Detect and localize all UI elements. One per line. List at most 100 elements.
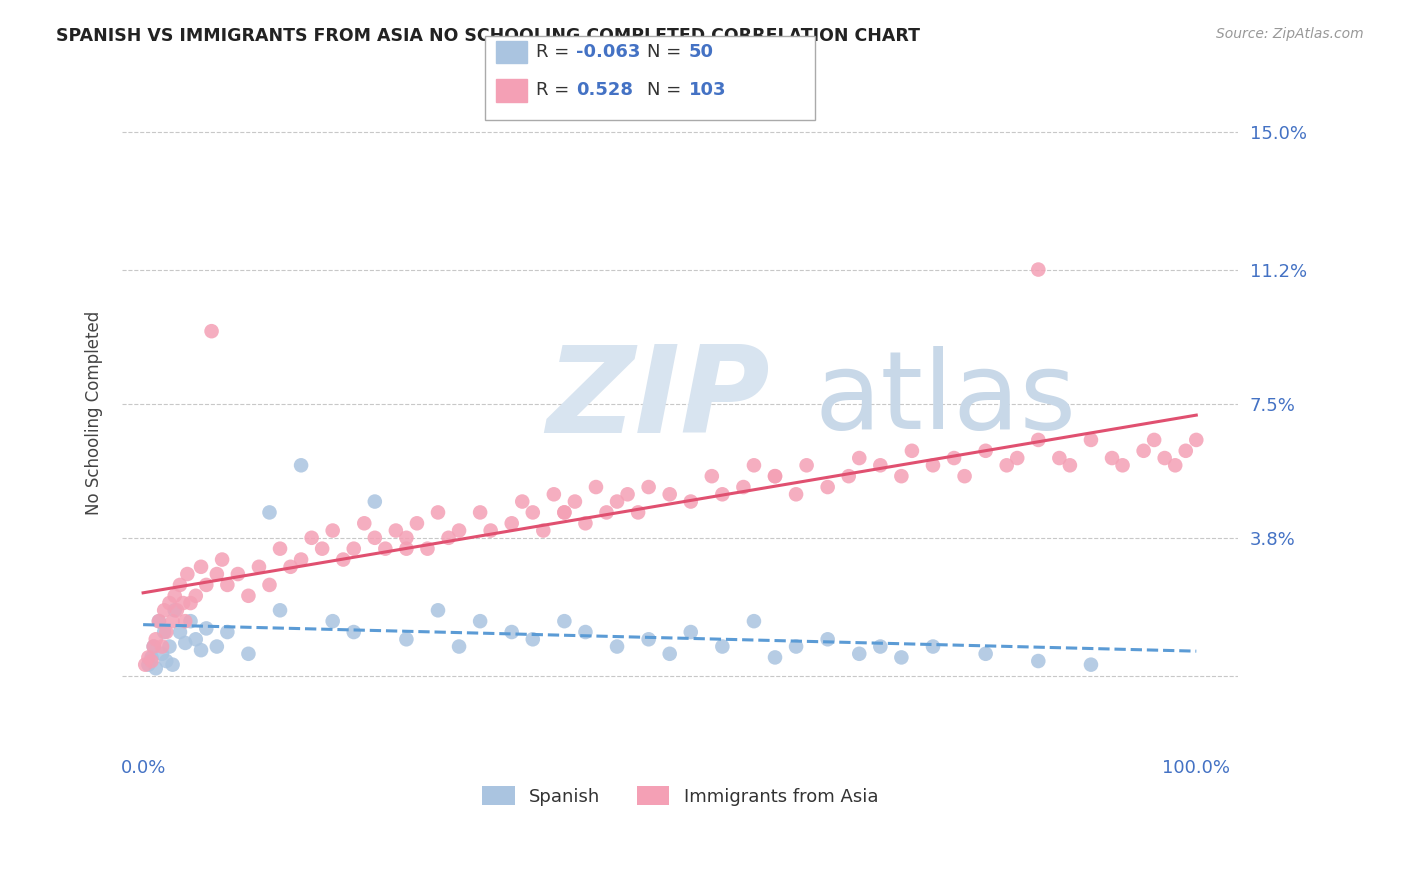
- Point: [174, 636, 197, 650]
- Point: [150, 640, 173, 654]
- Point: [869, 640, 891, 654]
- Point: [616, 487, 638, 501]
- Point: [1153, 451, 1175, 466]
- Point: [141, 654, 163, 668]
- Point: [311, 541, 333, 556]
- Point: [501, 625, 523, 640]
- Point: [838, 469, 860, 483]
- Point: [395, 531, 418, 545]
- Point: [142, 640, 165, 654]
- Point: [679, 494, 702, 508]
- Point: [195, 578, 218, 592]
- Point: [817, 632, 839, 647]
- Point: [385, 524, 408, 538]
- Point: [169, 578, 191, 592]
- Point: [259, 578, 281, 592]
- Text: SPANISH VS IMMIGRANTS FROM ASIA NO SCHOOLING COMPLETED CORRELATION CHART: SPANISH VS IMMIGRANTS FROM ASIA NO SCHOO…: [56, 27, 921, 45]
- Point: [890, 650, 912, 665]
- Point: [217, 625, 239, 640]
- Point: [145, 661, 167, 675]
- Point: [247, 559, 270, 574]
- Point: [953, 469, 976, 483]
- Point: [134, 657, 156, 672]
- Point: [195, 622, 218, 636]
- Text: Source: ZipAtlas.com: Source: ZipAtlas.com: [1216, 27, 1364, 41]
- Point: [364, 531, 387, 545]
- Point: [174, 614, 197, 628]
- Point: [176, 567, 198, 582]
- Point: [543, 487, 565, 501]
- Text: R =: R =: [536, 43, 569, 61]
- Point: [162, 657, 184, 672]
- Point: [353, 516, 375, 531]
- Point: [364, 494, 387, 508]
- Point: [1059, 458, 1081, 473]
- Point: [190, 643, 212, 657]
- Point: [1164, 458, 1187, 473]
- Point: [416, 541, 439, 556]
- Point: [162, 614, 184, 628]
- Point: [553, 505, 575, 519]
- Point: [711, 487, 734, 501]
- Point: [343, 541, 366, 556]
- Point: [322, 614, 344, 628]
- Text: N =: N =: [647, 43, 681, 61]
- Point: [150, 647, 173, 661]
- Point: [211, 552, 233, 566]
- Point: [468, 505, 491, 519]
- Point: [395, 632, 418, 647]
- Point: [159, 640, 181, 654]
- Point: [290, 552, 312, 566]
- Y-axis label: No Schooling Completed: No Schooling Completed: [86, 310, 103, 515]
- Point: [259, 505, 281, 519]
- Point: [155, 654, 177, 668]
- Point: [637, 480, 659, 494]
- Point: [943, 451, 966, 466]
- Text: 103: 103: [689, 81, 727, 99]
- Point: [479, 524, 502, 538]
- Point: [796, 458, 818, 473]
- Point: [1080, 433, 1102, 447]
- Point: [145, 632, 167, 647]
- Point: [205, 640, 228, 654]
- Point: [869, 458, 891, 473]
- Point: [711, 640, 734, 654]
- Point: [427, 505, 450, 519]
- Point: [179, 596, 201, 610]
- Point: [238, 589, 260, 603]
- Point: [343, 625, 366, 640]
- Point: [922, 640, 945, 654]
- Point: [606, 494, 628, 508]
- Point: [427, 603, 450, 617]
- Point: [280, 559, 302, 574]
- Point: [138, 657, 160, 672]
- Point: [848, 451, 870, 466]
- Point: [595, 505, 617, 519]
- Point: [922, 458, 945, 473]
- Point: [763, 469, 786, 483]
- Point: [1026, 433, 1049, 447]
- Point: [742, 614, 765, 628]
- Point: [159, 596, 181, 610]
- Point: [637, 632, 659, 647]
- Point: [658, 647, 681, 661]
- Text: R =: R =: [536, 81, 569, 99]
- Text: ZIP: ZIP: [547, 341, 770, 458]
- Point: [468, 614, 491, 628]
- Point: [200, 324, 222, 338]
- Point: [142, 640, 165, 654]
- Point: [290, 458, 312, 473]
- Point: [153, 603, 176, 617]
- Point: [226, 567, 249, 582]
- Point: [184, 589, 207, 603]
- Point: [148, 614, 170, 628]
- Point: [406, 516, 429, 531]
- Point: [148, 614, 170, 628]
- Point: [585, 480, 607, 494]
- Point: [733, 480, 755, 494]
- Point: [901, 443, 924, 458]
- Point: [163, 589, 186, 603]
- Point: [179, 614, 201, 628]
- Point: [395, 541, 418, 556]
- Point: [141, 650, 163, 665]
